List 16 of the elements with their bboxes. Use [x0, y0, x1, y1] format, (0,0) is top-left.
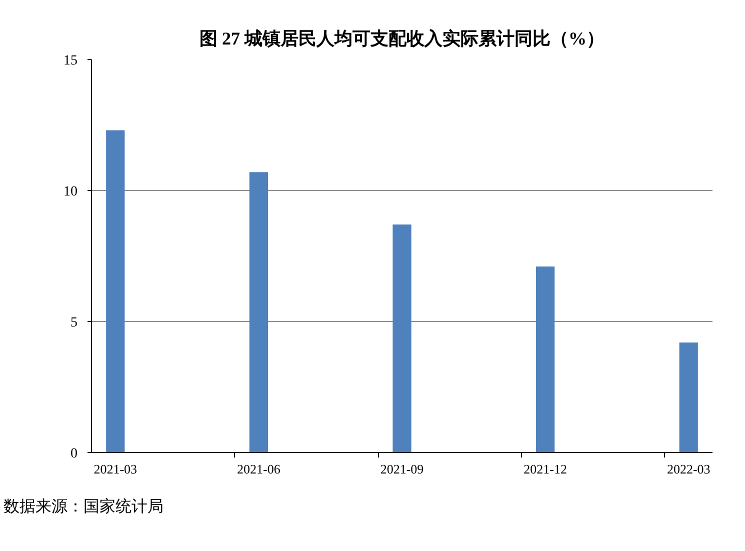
bar: [536, 266, 555, 452]
x-tick-label: 2021-06: [237, 462, 281, 476]
x-tick-label: 2022-03: [666, 462, 710, 476]
source-note: 数据来源：国家统计局: [4, 498, 164, 516]
bar: [392, 224, 412, 452]
y-tick-label: 5: [70, 316, 78, 330]
bar: [679, 342, 698, 452]
x-tick-label: 2021-03: [94, 462, 138, 476]
y-tick-label: 15: [64, 54, 78, 68]
x-tick-label: 2021-09: [380, 462, 424, 476]
chart-title: 图 27 城镇居民人均可支配收入实际累计同比（%）: [200, 28, 604, 48]
bar: [249, 172, 268, 452]
bar: [106, 130, 125, 452]
y-tick-label: 10: [64, 184, 78, 200]
x-tick-label: 2021-12: [524, 462, 567, 476]
y-tick-label: 0: [70, 446, 78, 462]
